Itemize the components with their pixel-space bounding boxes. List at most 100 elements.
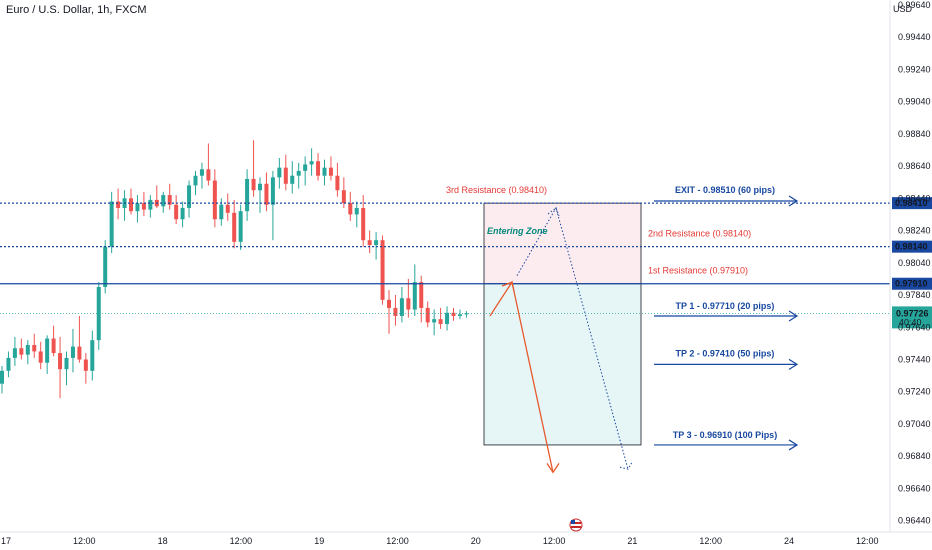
- candle-body: [180, 207, 185, 220]
- target-label: TP 1 - 0.97710 (20 pips): [676, 301, 775, 311]
- candle-body: [457, 314, 462, 316]
- time-tick-label: 18: [158, 536, 168, 546]
- candles[interactable]: [0, 140, 469, 399]
- candle-body: [374, 240, 379, 246]
- time-tick-label: 24: [784, 536, 794, 546]
- us-flag-stripe: [571, 526, 581, 528]
- candle-body: [251, 178, 256, 191]
- candle-body: [90, 340, 95, 371]
- price-tick-label: 0.96840: [898, 451, 931, 461]
- price-tick-label: 0.99040: [898, 97, 931, 107]
- candle-body: [83, 359, 88, 371]
- resistance-label: 2nd Resistance (0.98140): [648, 229, 751, 239]
- candle-body: [387, 299, 391, 308]
- candle-body: [12, 348, 17, 358]
- zone-upper-box: [483, 202, 642, 285]
- candle-body: [70, 346, 75, 358]
- resistance-price-text: 0.97910: [895, 279, 928, 289]
- projection-paths: [489, 206, 633, 474]
- target-arrows: EXIT - 0.98510 (60 pips) TP 1 - 0.97710 (…: [654, 185, 799, 451]
- target-arrow-head: [788, 310, 799, 322]
- candle-body: [354, 207, 359, 215]
- candle-body: [264, 183, 269, 205]
- target-arrow-head: [788, 358, 799, 370]
- price-tick-label: 0.97240: [898, 387, 931, 397]
- candle-body: [341, 190, 346, 204]
- candle-body: [245, 178, 250, 212]
- target-arrow-head: [788, 439, 799, 451]
- candle-body: [425, 307, 430, 323]
- currency-label: USD: [892, 4, 912, 14]
- candle-body: [19, 348, 24, 355]
- candle-body: [451, 312, 456, 316]
- price-tick-label: 0.97440: [898, 355, 931, 365]
- time-tick-label: 17: [1, 536, 11, 546]
- candle-body: [380, 240, 385, 300]
- candle-body: [445, 312, 450, 325]
- candle-body: [238, 211, 243, 242]
- candle-body: [277, 167, 282, 178]
- candle-body: [212, 180, 217, 220]
- target-label: TP 2 - 0.97410 (50 pips): [676, 348, 775, 358]
- candle-body: [225, 204, 230, 213]
- price-tick-label: 0.96640: [898, 483, 931, 493]
- price-tick-label: 0.99440: [898, 32, 931, 42]
- current-price-text: 0.97726: [896, 308, 929, 318]
- candle-body: [77, 346, 82, 360]
- price-tick-label: 0.97840: [898, 290, 931, 300]
- candle-body: [432, 319, 437, 323]
- target-label: TP 3 - 0.96910 (100 Pips): [673, 430, 777, 440]
- time-tick-label: 12:00: [856, 536, 879, 546]
- projection-dotted-path: [516, 206, 629, 470]
- resistance-levels: 3rd Resistance (0.98410) 0.98410 2nd Resis…: [0, 185, 932, 329]
- candle-body: [116, 201, 121, 208]
- time-tick-label: 12:00: [543, 536, 566, 546]
- candle-body: [258, 183, 262, 191]
- candle-body: [109, 201, 114, 247]
- candle-body: [419, 282, 424, 308]
- candle-body: [283, 167, 288, 184]
- price-tick-label: 0.97040: [898, 419, 931, 429]
- price-tick-label: 0.98840: [898, 129, 931, 139]
- price-tick-label: 0.98440: [898, 193, 931, 203]
- candle-body: [367, 240, 372, 246]
- projection-dotted-head: [619, 461, 633, 470]
- candle-body: [129, 198, 133, 212]
- candle-body: [51, 338, 56, 354]
- resistance-price-tag: [892, 277, 932, 290]
- candle-body: [193, 175, 198, 186]
- candle-body: [161, 195, 166, 207]
- candle-body: [232, 212, 237, 242]
- price-tick-label: 0.98040: [898, 258, 931, 268]
- candle-body: [464, 313, 469, 315]
- candle-body: [38, 351, 43, 363]
- candle-body: [32, 344, 37, 352]
- zone-label: Entering Zone: [487, 226, 548, 236]
- candle-body: [135, 203, 140, 212]
- price-axis: 0.99640 0.99440 0.99240 0.99040 0.98840 0.986…: [0, 0, 932, 533]
- candle-body: [303, 164, 308, 171]
- candle-body: [438, 319, 443, 325]
- candle-body: [296, 170, 301, 176]
- resistance-price-text: 0.98140: [895, 242, 928, 252]
- time-tick-label: 12:00: [386, 536, 409, 546]
- candle-body: [348, 203, 353, 215]
- resistance-label: 3rd Resistance (0.98410): [446, 185, 547, 195]
- candle-body: [328, 167, 333, 176]
- target-label: EXIT - 0.98510 (60 pips): [675, 185, 775, 195]
- candle-body: [206, 169, 211, 181]
- candle-body: [6, 357, 11, 371]
- time-tick-label: 12:00: [73, 536, 96, 546]
- candle-body: [406, 298, 411, 310]
- time-tick-label: 19: [314, 536, 324, 546]
- candle-body: [25, 344, 30, 355]
- candle-body: [199, 169, 204, 176]
- candle-body: [64, 357, 69, 370]
- candle-body: [316, 161, 321, 176]
- flag-badge[interactable]: [569, 518, 583, 532]
- candle-body: [412, 282, 417, 310]
- time-tick-label: 12:00: [230, 536, 253, 546]
- price-tick-label: 0.98240: [898, 226, 931, 236]
- symbol-title: Euro / U.S. Dollar, 1h, FXCM: [6, 4, 147, 16]
